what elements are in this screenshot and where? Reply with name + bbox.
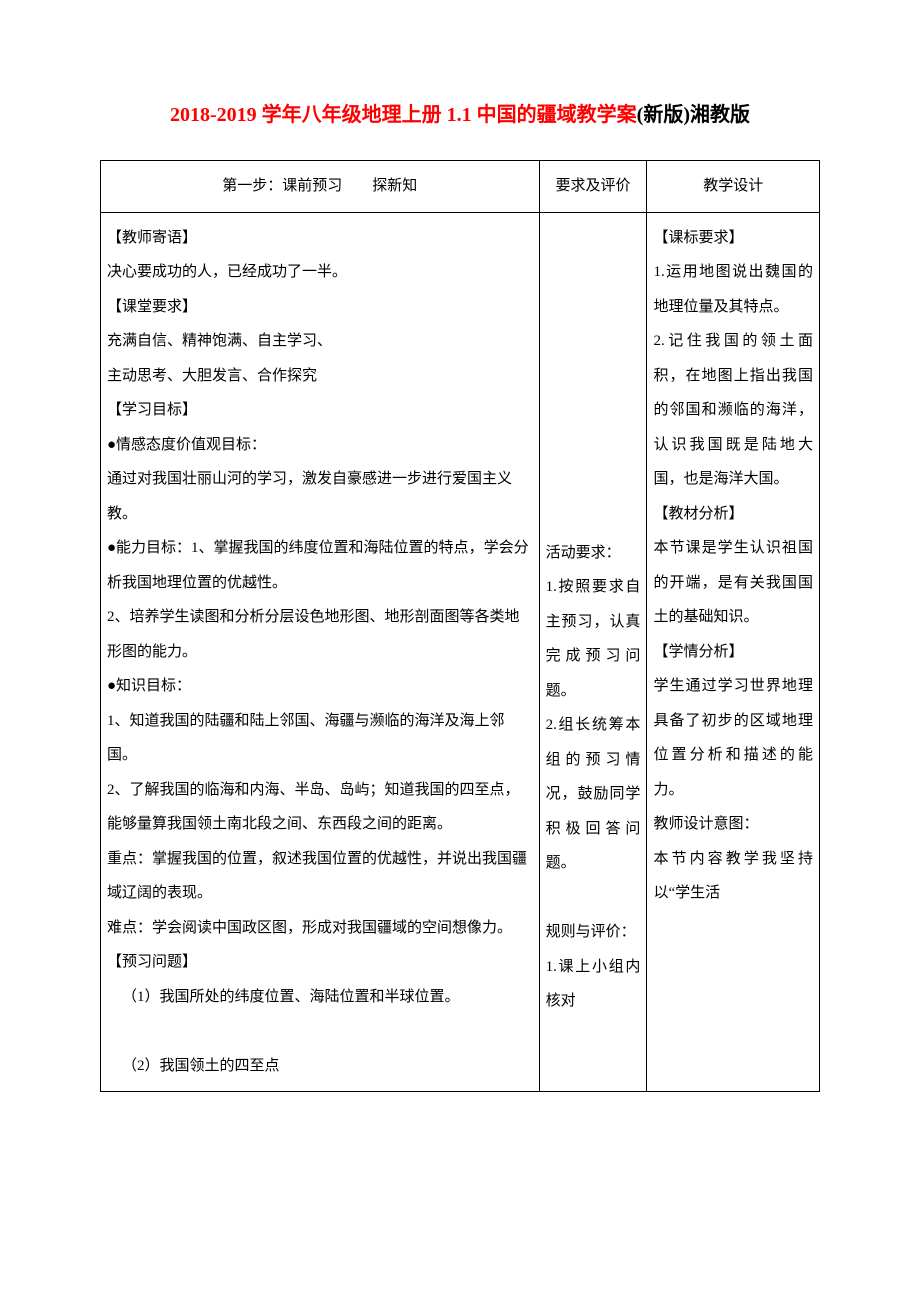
body-col2: 活动要求： 1.按照要求自主预习，认真完成预习问题。 2.组长统筹本组的预习情况… — [539, 212, 647, 1092]
activity-text2: 2.组长统筹本组的预习情况，鼓励同学积极回答问题。 — [546, 708, 641, 881]
intent-title: 教师设计意图： — [653, 807, 813, 842]
class-requirement-text1: 充满自信、精神饱满、自主学习、 — [107, 324, 533, 359]
body-col3: 【课标要求】 1.运用地图说出魏国的地理位量及其特点。 2.记住我国的领土面积，… — [647, 212, 820, 1092]
knowledge-goal-text2: 2、了解我国的临海和内海、半岛、岛屿；知道我国的四至点，能够量算我国领土南北段之… — [107, 773, 533, 842]
rule-text1: 1.课上小组内核对 — [546, 950, 641, 1019]
body-col1: 【教师寄语】 决心要成功的人，已经成功了一半。 【课堂要求】 充满自信、精神饱满… — [101, 212, 540, 1092]
emotion-goal-title: ●情感态度价值观目标： — [107, 428, 533, 463]
key-point-text: 重点：掌握我国的位置，叙述我国位置的优越性，并说出我国疆域辽阔的表现。 — [107, 842, 533, 911]
header-col2: 要求及评价 — [539, 161, 647, 213]
blank-line — [107, 1014, 533, 1049]
col2-spacer2 — [546, 881, 641, 916]
learning-goal-title: 【学习目标】 — [107, 393, 533, 428]
lesson-table: 第一步：课前预习 探新知 要求及评价 教学设计 【教师寄语】 决心要成功的人，已… — [100, 160, 820, 1092]
document-title: 2018-2019 学年八年级地理上册 1.1 中国的疆域教学案(新版)湘教版 — [100, 100, 820, 130]
teacher-message-title: 【教师寄语】 — [107, 221, 533, 256]
title-red-part: 2018-2019 学年八年级地理上册 1.1 中国的疆域教学案 — [170, 104, 637, 126]
header-col3: 教学设计 — [647, 161, 820, 213]
teacher-message-text: 决心要成功的人，已经成功了一半。 — [107, 255, 533, 290]
knowledge-goal-title: ●知识目标： — [107, 669, 533, 704]
col2-spacer — [546, 221, 641, 536]
header-col1: 第一步：课前预习 探新知 — [101, 161, 540, 213]
standard-title: 【课标要求】 — [653, 221, 813, 256]
emotion-goal-text: 通过对我国壮丽山河的学习，激发自豪感进一步进行爱国主义教。 — [107, 462, 533, 531]
ability-goal-text2: 2、培养学生读图和分析分层设色地形图、地形剖面图等各类地形图的能力。 — [107, 600, 533, 669]
intent-text: 本节内容教学我坚持以“学生活 — [653, 842, 813, 911]
table-body-row: 【教师寄语】 决心要成功的人，已经成功了一半。 【课堂要求】 充满自信、精神饱满… — [101, 212, 820, 1092]
ability-goal-title: ●能力目标：1、掌握我国的纬度位置和海陆位置的特点，学会分析我国地理位置的优越性… — [107, 531, 533, 600]
material-text: 本节课是学生认识祖国的开端，是有关我国国土的基础知识。 — [653, 531, 813, 635]
activity-requirement-title: 活动要求： — [546, 536, 641, 571]
student-title: 【学情分析】 — [653, 635, 813, 670]
standard-text2: 2.记住我国的领土面积，在地图上指出我国的邻国和濒临的海洋，认识我国既是陆地大国… — [653, 324, 813, 497]
preview-question-title: 【预习问题】 — [107, 945, 533, 980]
preview-question-2: （2）我国领土的四至点 — [107, 1049, 533, 1084]
standard-text1: 1.运用地图说出魏国的地理位量及其特点。 — [653, 255, 813, 324]
knowledge-goal-text1: 1、知道我国的陆疆和陆上邻国、海疆与濒临的海洋及海上邻国。 — [107, 704, 533, 773]
student-text: 学生通过学习世界地理具备了初步的区域地理位置分析和描述的能力。 — [653, 669, 813, 807]
class-requirement-title: 【课堂要求】 — [107, 290, 533, 325]
table-header-row: 第一步：课前预习 探新知 要求及评价 教学设计 — [101, 161, 820, 213]
activity-text1: 1.按照要求自主预习，认真完成预习问题。 — [546, 570, 641, 708]
document-page: 2018-2019 学年八年级地理上册 1.1 中国的疆域教学案(新版)湘教版 … — [100, 100, 820, 1092]
title-black-part: (新版)湘教版 — [637, 104, 750, 126]
rule-title: 规则与评价： — [546, 915, 641, 950]
class-requirement-text2: 主动思考、大胆发言、合作探究 — [107, 359, 533, 394]
difficult-point-text: 难点：学会阅读中国政区图，形成对我国疆域的空间想像力。 — [107, 911, 533, 946]
preview-question-1: （1）我国所处的纬度位置、海陆位置和半球位置。 — [107, 980, 533, 1015]
material-title: 【教材分析】 — [653, 497, 813, 532]
